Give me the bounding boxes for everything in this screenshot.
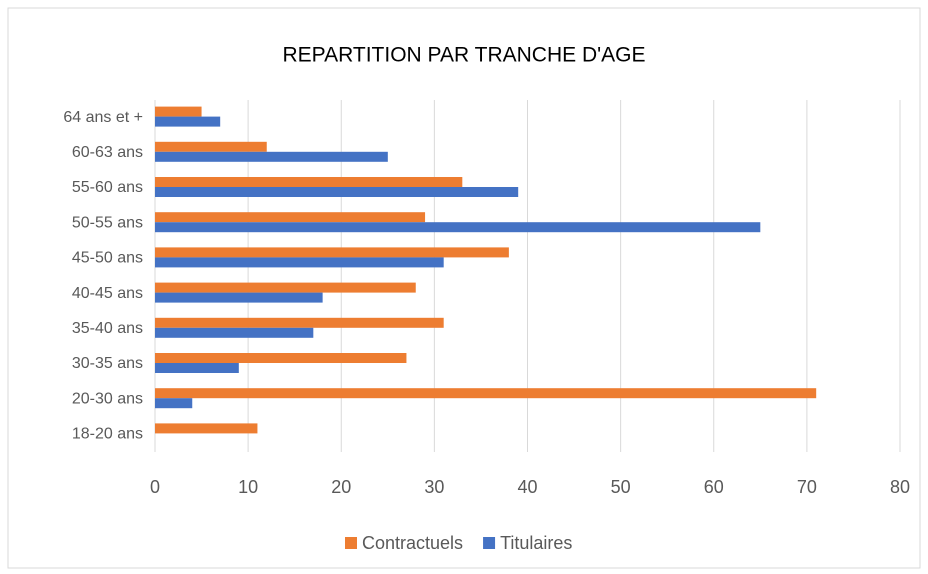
x-tick-label: 80 [890, 477, 910, 497]
x-tick-label: 60 [704, 477, 724, 497]
bar [155, 363, 239, 373]
bar [155, 106, 202, 117]
bar [155, 423, 258, 434]
bar [155, 177, 463, 187]
bar [155, 317, 444, 328]
bar [155, 141, 267, 152]
bar [155, 151, 388, 162]
bar [155, 327, 314, 338]
chart-title: REPARTITION PAR TRANCHE D'AGE [282, 44, 645, 67]
bar [155, 212, 426, 223]
x-tick-label: 40 [517, 477, 537, 497]
bar [155, 398, 193, 409]
x-tick-label: 10 [238, 477, 258, 497]
legend-label: Contractuels [362, 533, 463, 553]
y-tick-label: 30-35 ans [72, 355, 143, 372]
legend-label: Titulaires [500, 533, 572, 553]
y-tick-label: 40-45 ans [72, 285, 143, 302]
chart-frame [7, 7, 921, 569]
y-tick-label: 60-63 ans [72, 144, 143, 161]
bar [155, 187, 519, 197]
bar [155, 247, 509, 258]
bar [155, 353, 407, 363]
y-tick-label: 50-55 ans [72, 214, 143, 231]
bar [155, 257, 444, 268]
x-tick-label: 50 [611, 477, 631, 497]
bar [155, 222, 761, 233]
bar [155, 116, 221, 127]
bar [155, 282, 416, 293]
x-tick-label: 70 [797, 477, 817, 497]
x-tick-label: 0 [150, 477, 160, 497]
x-tick-label: 20 [331, 477, 351, 497]
y-tick-label: 20-30 ans [72, 390, 143, 407]
y-tick-label: 45-50 ans [72, 250, 143, 267]
y-tick-label: 35-40 ans [72, 320, 143, 337]
legend-swatch [345, 537, 357, 549]
legend-swatch [483, 537, 496, 549]
y-tick-label: 64 ans et + [63, 109, 143, 126]
bar [155, 388, 817, 399]
y-tick-label: 55-60 ans [72, 179, 143, 196]
y-tick-label: 18-20 ans [72, 426, 143, 443]
x-tick-label: 30 [424, 477, 444, 497]
bar [155, 292, 323, 303]
